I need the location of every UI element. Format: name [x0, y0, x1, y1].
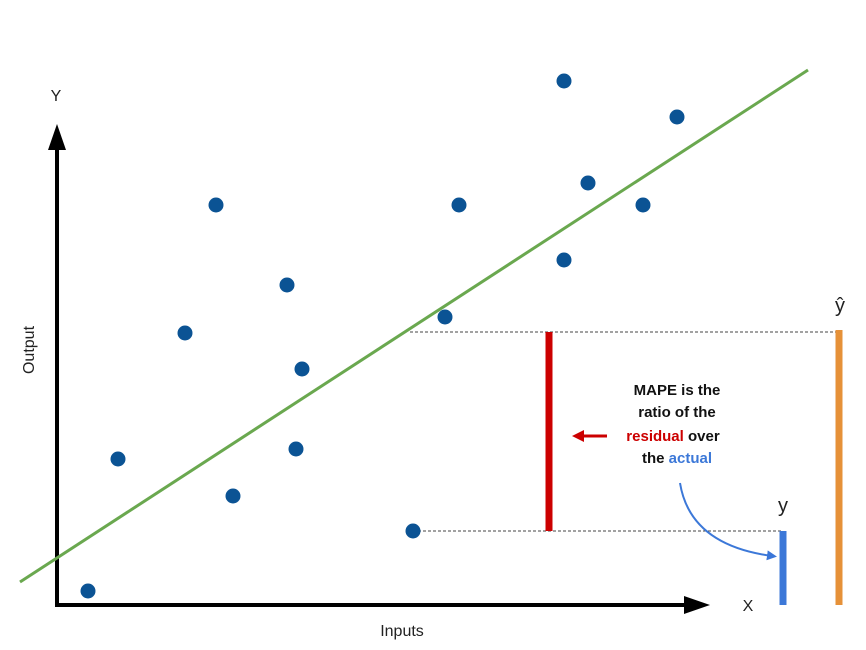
annotation-line: residual over — [626, 428, 720, 445]
annotation-line: the actual — [642, 450, 712, 467]
regression-line — [19, 68, 809, 584]
point — [288, 441, 304, 457]
data-points — [80, 73, 685, 599]
point — [208, 197, 224, 213]
point — [437, 309, 453, 325]
actual-arrow — [679, 482, 777, 561]
point — [405, 523, 421, 539]
residual-arrowhead — [572, 430, 584, 442]
point — [669, 109, 685, 125]
annotation-line: ratio of the — [638, 404, 716, 421]
y-axis-title: Output — [21, 325, 38, 374]
annotation-line: MAPE is the — [634, 382, 721, 399]
residual-word: residual — [626, 428, 684, 445]
point — [177, 325, 193, 341]
x-arrowhead — [684, 596, 710, 614]
point — [580, 175, 596, 191]
point — [451, 197, 467, 213]
x-axis-label: X — [743, 598, 754, 615]
point — [635, 197, 651, 213]
point — [556, 73, 572, 89]
point — [556, 252, 572, 268]
point — [80, 583, 96, 599]
point — [294, 361, 310, 377]
point — [225, 488, 241, 504]
point — [110, 451, 126, 467]
annotation-word: over — [688, 428, 720, 445]
point — [279, 277, 295, 293]
annotation: MAPE is the ratio of the residual over t… — [626, 382, 720, 467]
actual-word: actual — [669, 450, 712, 467]
actual-label: y — [778, 495, 788, 517]
y-arrowhead — [48, 124, 66, 150]
x-axis-title: Inputs — [380, 623, 424, 640]
annotation-word: the — [642, 450, 665, 467]
predicted-label: ŷ — [835, 295, 845, 317]
y-axis-label: Y — [51, 88, 62, 105]
